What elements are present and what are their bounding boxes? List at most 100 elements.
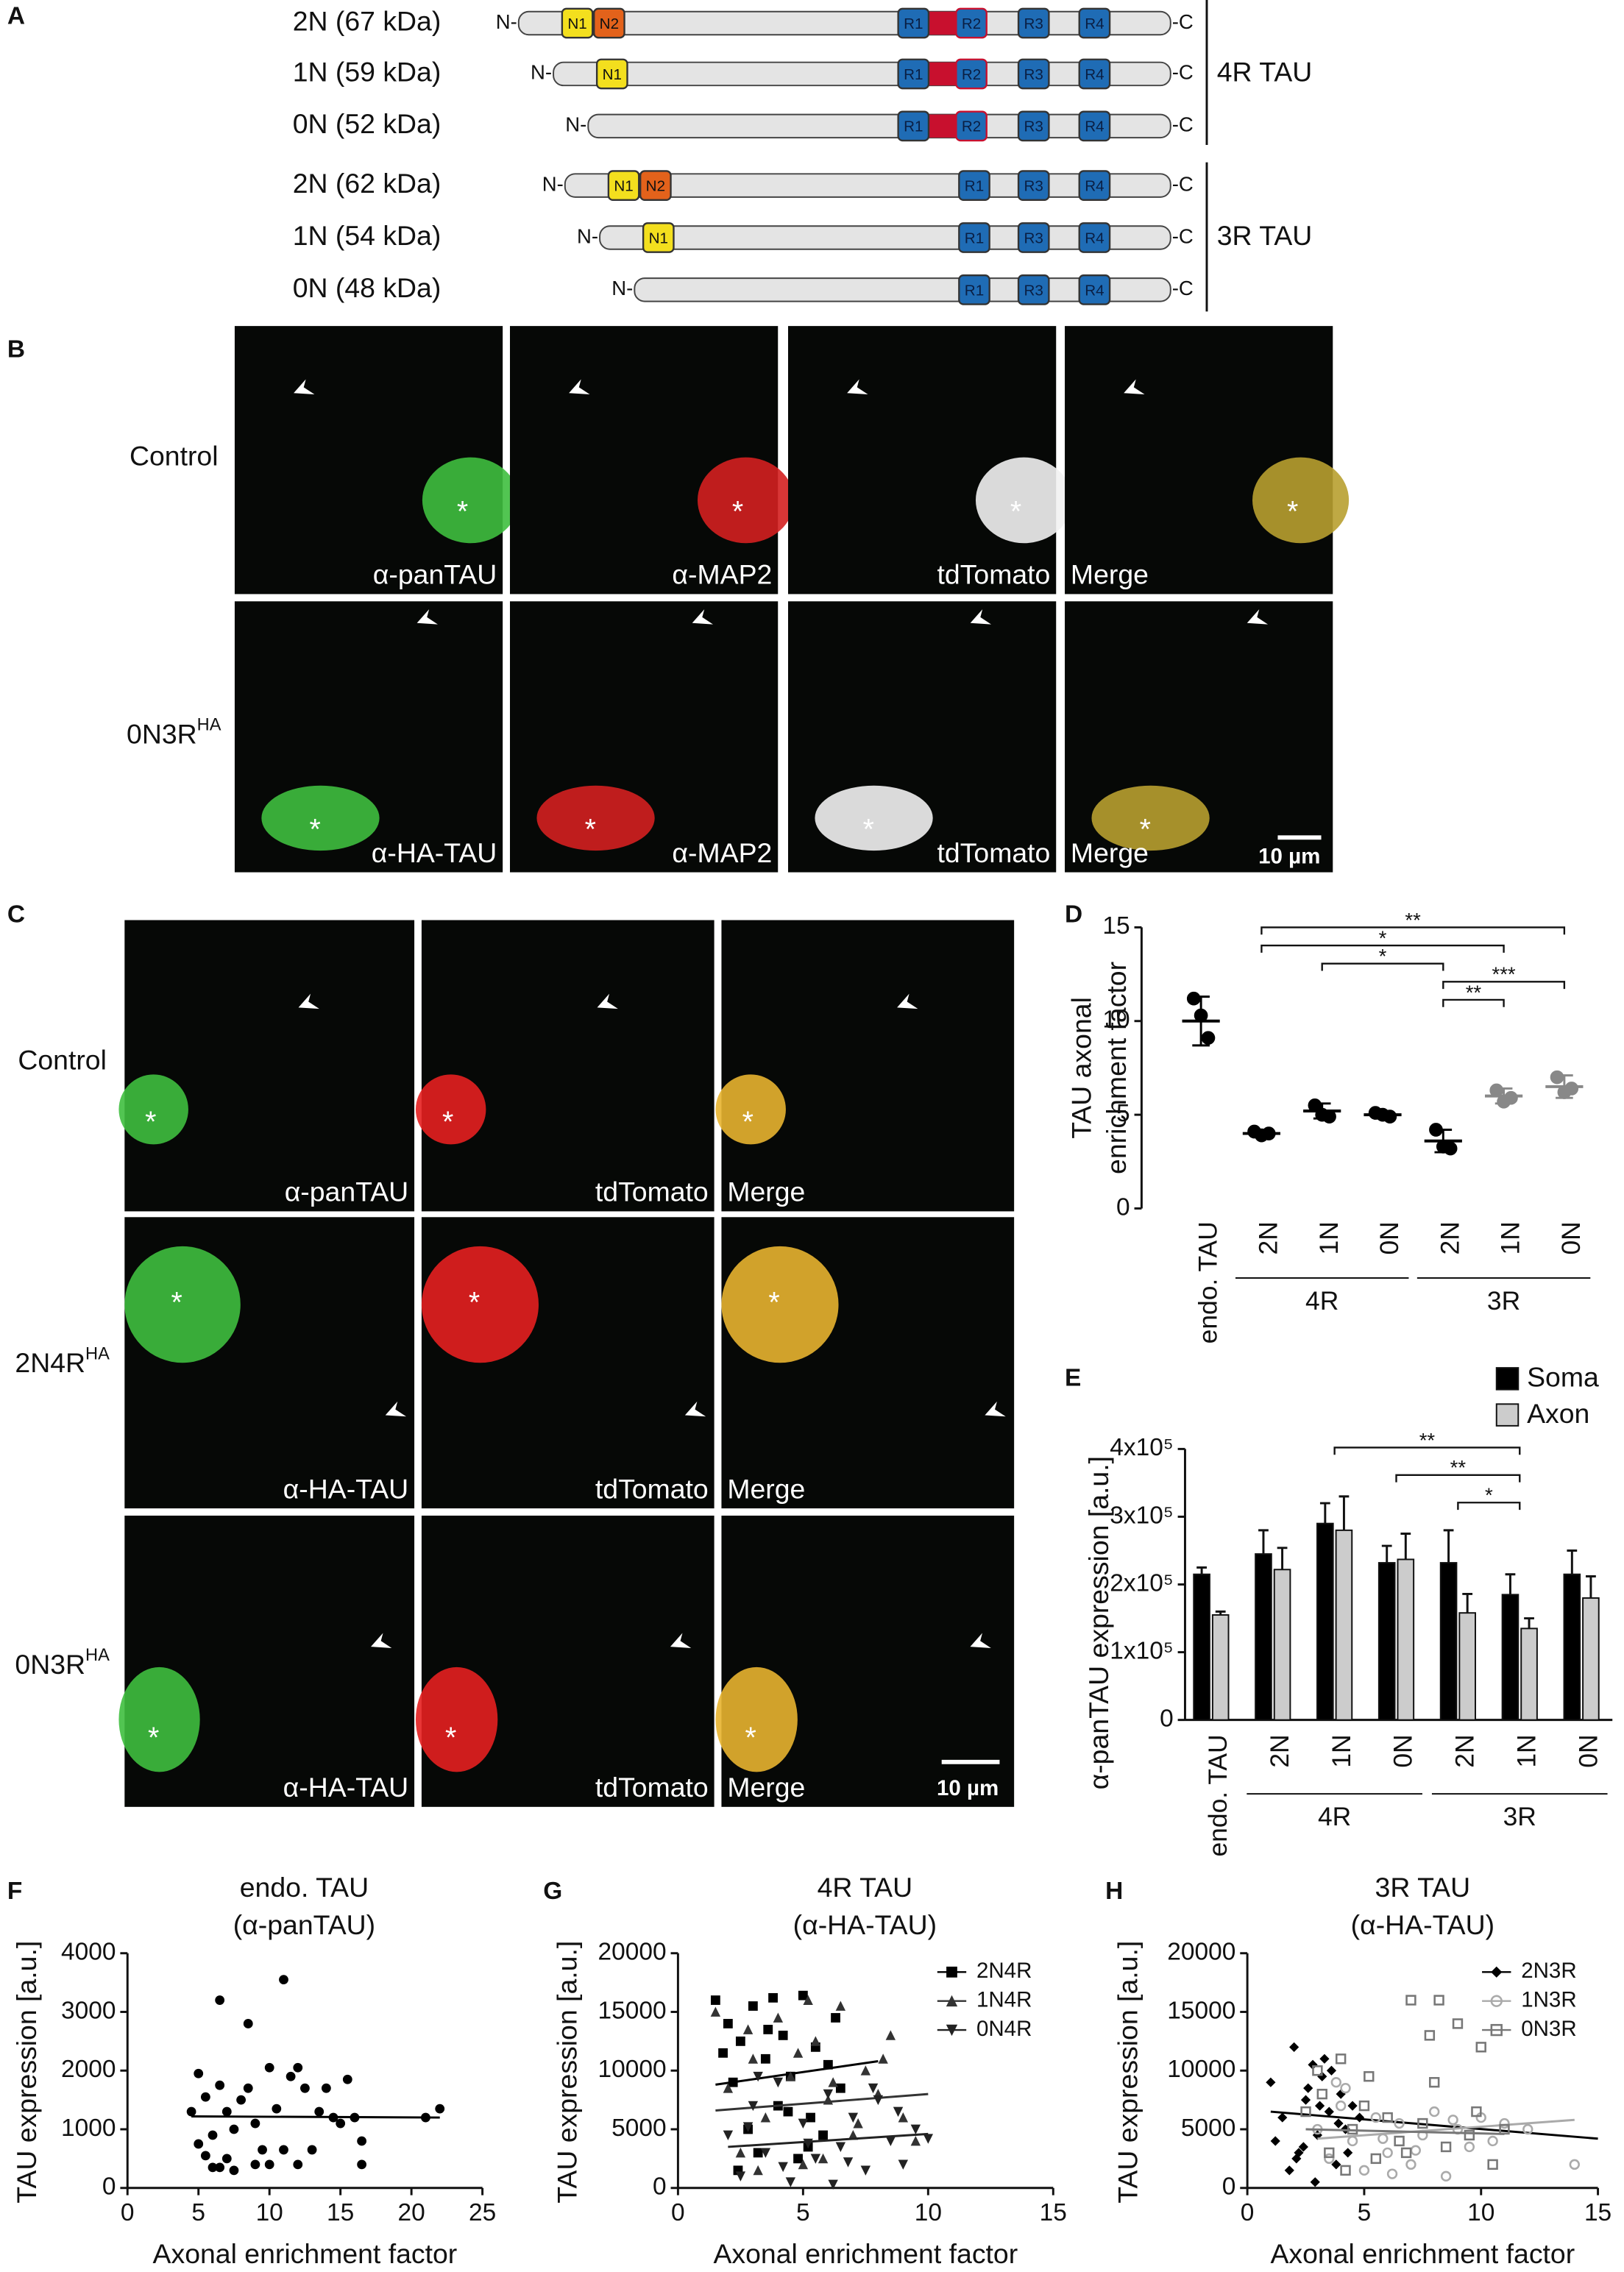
x-tick-label: 1N — [1327, 1734, 1356, 1767]
neurite — [764, 948, 1015, 1097]
domain — [595, 58, 628, 90]
error-bar — [1196, 1566, 1207, 1575]
soma-marker: * — [145, 1106, 156, 1138]
domain — [958, 170, 990, 201]
point — [1343, 2148, 1353, 2158]
y-tick-label: 15000 — [1167, 1997, 1235, 2024]
point — [768, 1992, 778, 2003]
domain — [1078, 110, 1111, 142]
domain — [1017, 58, 1050, 90]
point — [215, 2080, 225, 2090]
point — [1340, 2165, 1351, 2176]
point — [760, 2053, 770, 2064]
point — [798, 2159, 809, 2170]
panel-letter: H — [1105, 1878, 1123, 1905]
micrograph-caption: Merge — [727, 1473, 805, 1504]
point — [810, 2154, 821, 2164]
protein-bar — [517, 10, 1171, 36]
soma-marker: * — [1010, 496, 1021, 528]
domain-label: R2 — [962, 118, 981, 135]
neurite — [801, 351, 1004, 489]
y-tick-label: 3x10⁵ — [1110, 1502, 1173, 1529]
point — [778, 2162, 788, 2173]
neurite — [755, 1558, 1015, 1707]
fit-line — [191, 2115, 440, 2119]
point — [1400, 2147, 1412, 2159]
point — [760, 2148, 771, 2158]
point — [1471, 2106, 1482, 2117]
neurite — [152, 933, 416, 1111]
point — [1336, 2089, 1346, 2099]
domain-label: R4 — [1085, 15, 1104, 32]
neurite — [522, 351, 726, 489]
point — [215, 1995, 225, 2005]
bar — [1397, 1558, 1415, 1721]
point — [272, 2104, 282, 2114]
bar — [1582, 1597, 1600, 1721]
point — [307, 2145, 317, 2155]
error-bar — [1586, 1575, 1596, 1598]
point — [742, 2024, 754, 2034]
micrograph-caption: α-panTAU — [285, 1176, 409, 1207]
point — [735, 2036, 745, 2046]
chart-subtitle: (α-HA-TAU) — [1351, 1909, 1494, 1940]
fit-line — [1317, 2118, 1575, 2140]
arrowhead — [985, 1401, 1006, 1417]
y-axis-label: TAU expression [a.u.] — [552, 1941, 583, 2204]
point — [793, 2154, 803, 2164]
micrograph-caption: Merge — [727, 1772, 805, 1803]
legend-label: 1N3R — [1521, 1988, 1576, 2012]
point — [898, 2112, 909, 2123]
x-tick-label: 10 — [915, 2199, 942, 2226]
point — [860, 2065, 871, 2076]
point — [357, 2136, 367, 2146]
micrograph-caption: α-HA-TAU — [372, 837, 497, 868]
n-terminus: N- — [496, 10, 517, 33]
micrograph-content — [1063, 614, 1334, 851]
point — [710, 2006, 721, 2017]
significance-label: ** — [1466, 981, 1482, 1004]
bar — [1563, 1573, 1581, 1721]
point — [710, 1995, 720, 2005]
isoform-label: 1N (59 kDa) — [293, 56, 442, 87]
domain — [607, 170, 640, 201]
arrowhead — [371, 1633, 392, 1648]
domain-label: R4 — [1085, 282, 1104, 299]
legend-label: 1N4R — [976, 1988, 1032, 2012]
point — [723, 2130, 734, 2141]
micrograph-content — [415, 933, 716, 1145]
significance-label: * — [1379, 926, 1387, 949]
soma — [715, 1074, 786, 1145]
error-bar — [1252, 1129, 1271, 1139]
micrograph-content — [509, 325, 795, 594]
point — [853, 2118, 863, 2129]
n-terminus: N- — [542, 172, 564, 195]
point — [1424, 2030, 1436, 2041]
neurite — [510, 378, 779, 462]
y-tick-label: 0 — [1160, 1705, 1174, 1733]
point — [1564, 1082, 1579, 1096]
row-label-sup: HA — [85, 1646, 110, 1665]
chart-title: endo. TAU — [240, 1872, 369, 1903]
point — [785, 2177, 796, 2187]
point — [1298, 2142, 1308, 2152]
isoform-label: 2N (67 kDa) — [293, 5, 442, 36]
legend-swatch — [1495, 1403, 1520, 1427]
fit-line — [715, 2060, 879, 2086]
point — [1186, 991, 1201, 1006]
x-tick-label: 25 — [469, 2199, 496, 2226]
panel-letter: D — [1065, 901, 1082, 928]
point — [723, 2083, 734, 2093]
row-label: 0N3RHA — [15, 1646, 110, 1679]
point — [1340, 2082, 1351, 2094]
point — [848, 2112, 859, 2123]
x-tick-label: 2N — [1265, 1734, 1294, 1767]
legend-label: 0N4R — [976, 2017, 1032, 2041]
fit-line — [1305, 2128, 1505, 2135]
micrograph-caption: tdTomato — [595, 1176, 709, 1207]
chart-title: 4R TAU — [818, 1872, 913, 1903]
neurite — [779, 1703, 1015, 1736]
isoform-label: 2N (62 kDa) — [293, 168, 442, 199]
y-tick-label: 10000 — [598, 2056, 667, 2083]
